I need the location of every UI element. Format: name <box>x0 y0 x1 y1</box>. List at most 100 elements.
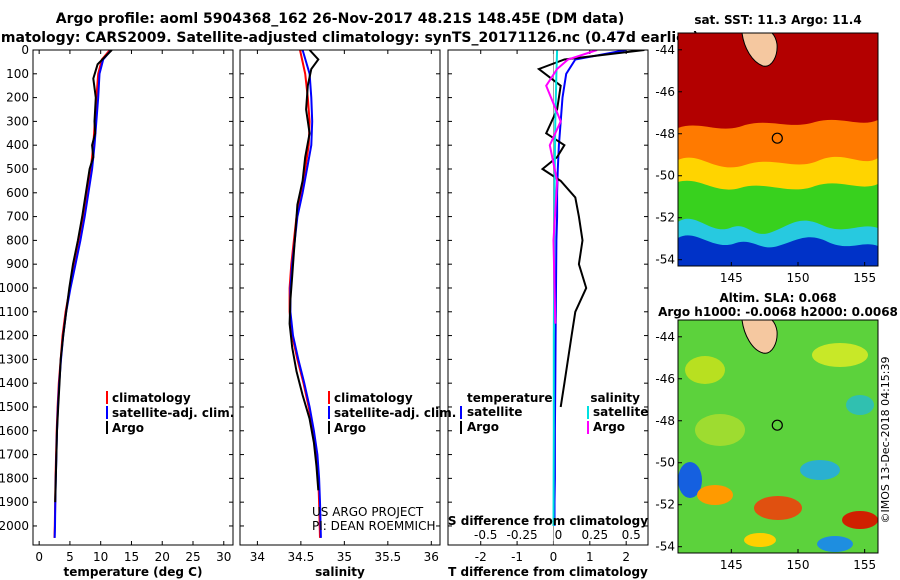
sla-blob <box>842 511 878 529</box>
y-tick-label: 1700 <box>0 448 29 462</box>
y-tick-label: 500 <box>6 162 29 176</box>
legend-temperature-title: temperature <box>467 391 552 405</box>
x-tick-label: 0 <box>550 550 558 564</box>
sla-map: Altim. SLA: 0.068 Argo h1000: -0.0068 h2… <box>655 291 898 572</box>
y-tick-label: 900 <box>6 257 29 271</box>
y-tick-label: 300 <box>6 114 29 128</box>
sst-argo-marker <box>771 132 783 144</box>
x-tick-label: 15 <box>124 550 139 564</box>
salinity-xlabel: salinity <box>315 565 365 579</box>
y-tick-label: 1600 <box>0 424 29 438</box>
y-tick-label: 100 <box>6 67 29 81</box>
y-tick-label: 1100 <box>0 305 29 319</box>
y-tick-label: 400 <box>6 138 29 152</box>
legend-argo-label: Argo <box>334 421 366 435</box>
pi-credit: PI: DEAN ROEMMICH <box>312 519 435 533</box>
y-tick-label: 2000 <box>0 519 29 533</box>
y-tick-label: 1500 <box>0 400 29 414</box>
map-y-tick-label: -54 <box>655 253 675 267</box>
map-x-tick-label: 145 <box>720 558 743 572</box>
x-tick-label: 34.5 <box>288 550 315 564</box>
y-tick-label: 800 <box>6 233 29 247</box>
temperature-xlabel: temperature (deg C) <box>64 565 203 579</box>
map-y-tick-label: -52 <box>655 211 675 225</box>
y-tick-label: 0 <box>21 43 29 57</box>
x-tick-label: 0 <box>35 550 43 564</box>
map-y-tick-label: -54 <box>655 540 675 554</box>
y-tick-label: 1300 <box>0 352 29 366</box>
x-tick-label: -1 <box>511 550 523 564</box>
map-y-tick-label: -52 <box>655 498 675 512</box>
sla-blob <box>685 356 725 384</box>
legend-sal-argo-label: Argo <box>593 420 625 434</box>
y-tick-label: 600 <box>6 186 29 200</box>
series-satellite-adj-clim- <box>53 50 112 538</box>
sst-map: sat. SST: 11.3 Argo: 11.4 145 150 155 -44 -4… <box>655 13 879 285</box>
difference-panel: -2 -1 0 1 2 -0.5 -0.25 0 0.25 0.5 T difference fr… <box>447 49 649 579</box>
salinity-panel-frame <box>239 49 441 546</box>
sst-map-title: sat. SST: 11.3 Argo: 11.4 <box>694 13 861 27</box>
map-x-tick-label: 150 <box>787 271 810 285</box>
sla-land-mass <box>741 320 778 354</box>
x-tick-label: 10 <box>93 550 108 564</box>
map-y-tick-label: -48 <box>655 414 675 428</box>
legend-climatology-label: climatology <box>334 391 413 405</box>
map-y-tick-label: -46 <box>655 372 675 386</box>
sla-blob <box>812 343 868 367</box>
x-tick-label: 1 <box>586 550 594 564</box>
x-tick-label: 25 <box>185 550 200 564</box>
sla-blob <box>697 485 733 505</box>
x-tick-label: 34 <box>250 550 265 564</box>
sla-blob <box>678 462 702 498</box>
x-tick-label: 5 <box>66 550 74 564</box>
legend-argo-label: Argo <box>112 421 144 435</box>
legend-satellite-label: satellite-adj. clim. <box>334 406 456 420</box>
y-tick-label: 1400 <box>0 376 29 390</box>
x-top-tick-label: -0.5 <box>474 528 497 542</box>
map-x-tick-label: 155 <box>853 558 876 572</box>
difference-legend: temperature satellite Argo salinity sate… <box>460 391 648 434</box>
series-temperature-satellite <box>553 50 627 526</box>
sla-blob <box>695 414 745 446</box>
sst-cold-band <box>678 235 878 266</box>
y-tick-label: 200 <box>6 91 29 105</box>
t-difference-xlabel: T difference from climatology <box>448 565 648 579</box>
series-argo <box>288 50 320 491</box>
series-salinity-argo <box>545 50 598 324</box>
sla-blob <box>754 496 802 520</box>
legend-salinity-title: salinity <box>590 391 640 405</box>
x-top-tick-label: 0.25 <box>581 528 608 542</box>
y-tick-label: 1000 <box>0 281 29 295</box>
x-tick-label: 20 <box>155 550 170 564</box>
figure-title-line1: Argo profile: aoml 5904368_162 26-Nov-20… <box>56 11 625 27</box>
map-y-tick-label: -44 <box>655 330 675 344</box>
y-tick-label: 1900 <box>0 495 29 509</box>
sla-blob <box>800 460 840 480</box>
sla-blob <box>744 533 776 547</box>
temperature-panel-frame <box>32 49 234 546</box>
series-temperature-argo <box>536 50 645 408</box>
sst-map-frame <box>677 32 879 267</box>
sla-blob <box>846 395 874 415</box>
sst-land-mass <box>741 33 778 67</box>
sla-argo-marker <box>771 419 783 431</box>
map-y-tick-label: -48 <box>655 127 675 141</box>
difference-panel-frame <box>447 49 649 546</box>
map-x-tick-label: 155 <box>853 271 876 285</box>
map-y-tick-label: -50 <box>655 169 675 183</box>
project-credit: US ARGO PROJECT <box>312 505 424 519</box>
series-climatology <box>53 50 111 538</box>
legend-climatology-label: climatology <box>112 391 191 405</box>
sla-map-title-line1: Altim. SLA: 0.068 <box>719 291 836 305</box>
x-tick-label: 2 <box>622 550 630 564</box>
legend-satellite-label: satellite-adj. clim. <box>112 406 234 420</box>
x-tick-label: 30 <box>216 550 231 564</box>
y-tick-label: 1200 <box>0 329 29 343</box>
temperature-panel: 0100200300400500600700800900100011001200… <box>0 43 234 579</box>
sla-map-title-line2: Argo h1000: -0.0068 h2000: 0.0068 <box>658 305 898 319</box>
sla-blob <box>817 536 853 552</box>
figure-title-line2: Climatology: CARS2009. Satellite-adjuste… <box>0 30 699 46</box>
x-top-tick-label: 0 <box>555 528 563 542</box>
sla-map-frame <box>677 319 879 554</box>
temperature-legend: climatology satellite-adj. clim. Argo <box>106 391 234 435</box>
